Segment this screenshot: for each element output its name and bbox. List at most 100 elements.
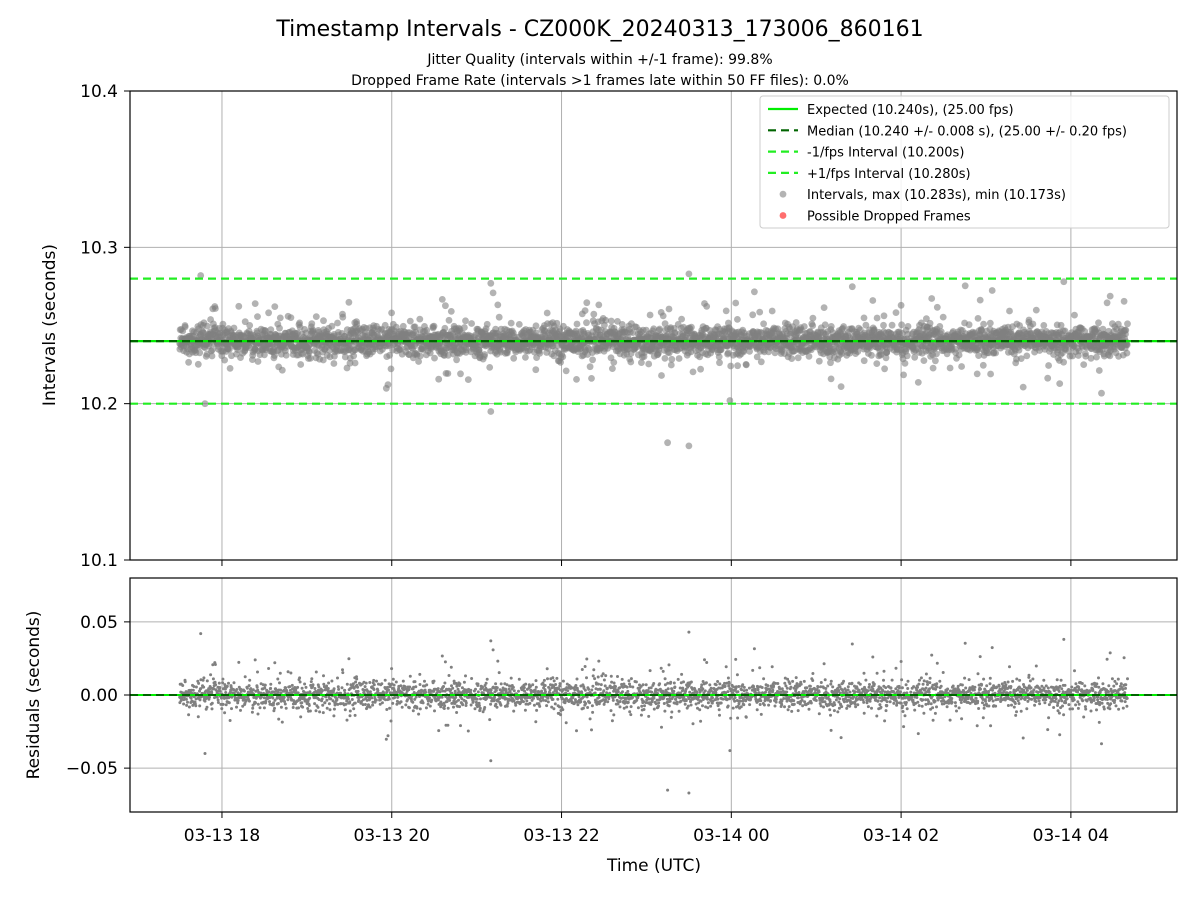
intervals-y-tick-label: 10.1 [80, 551, 118, 571]
interval-point [602, 316, 610, 324]
residual-point [251, 706, 255, 710]
residual-point [313, 687, 317, 690]
interval-point [656, 325, 663, 333]
residual-point [251, 688, 255, 692]
interval-point [988, 287, 996, 294]
residual-point [202, 676, 206, 680]
residual-point [566, 689, 570, 693]
interval-point [203, 322, 211, 330]
residual-point [598, 687, 602, 691]
residual-point [576, 703, 580, 707]
residual-point [590, 688, 594, 692]
residual-point [461, 703, 465, 707]
interval-point [1023, 352, 1031, 360]
interval-point [532, 322, 540, 330]
residual-point [309, 680, 313, 684]
interval-point [510, 354, 518, 362]
interval-point [610, 359, 618, 366]
residual-point [269, 682, 273, 686]
interval-point [586, 363, 594, 371]
residual-point [286, 670, 290, 674]
residual-point [273, 661, 277, 665]
residual-point [221, 677, 225, 681]
residual-point [590, 704, 594, 708]
intervals-y-tick-label: 10.4 [80, 82, 118, 102]
residual-point [243, 675, 247, 679]
residual-point [517, 677, 521, 681]
interval-point [1029, 320, 1037, 328]
interval-point [974, 315, 982, 322]
interval-point [881, 365, 888, 373]
interval-point [543, 309, 551, 317]
residual-point [184, 697, 188, 701]
residual-point [408, 685, 412, 689]
interval-point [194, 360, 202, 368]
residual-point [356, 685, 360, 689]
interval-point [888, 321, 896, 329]
interval-point [588, 375, 595, 382]
residual-point [585, 657, 589, 661]
residual-point [247, 684, 251, 688]
residual-point [227, 701, 231, 705]
residual-point [546, 696, 550, 700]
interval-point [980, 320, 987, 328]
interval-point [406, 317, 414, 325]
interval-point [438, 296, 446, 303]
interval-point [661, 355, 669, 362]
interval-point [664, 439, 671, 447]
interval-point [880, 312, 888, 320]
residual-point [314, 670, 318, 674]
interval-point [330, 360, 338, 367]
residual-point [522, 700, 525, 704]
interval-point [334, 319, 341, 327]
residual-point [297, 706, 300, 710]
residual-point [421, 701, 425, 705]
residual-point [532, 703, 536, 707]
residual-point [522, 686, 526, 690]
interval-point [848, 283, 856, 291]
residual-point [192, 685, 196, 688]
interval-point [869, 297, 877, 304]
interval-point [271, 303, 279, 310]
residual-point [352, 707, 356, 711]
residual-point [202, 685, 206, 689]
interval-point [462, 317, 469, 325]
residual-point [511, 685, 515, 689]
interval-point [230, 324, 238, 332]
residual-point [385, 708, 389, 711]
residual-point [280, 720, 284, 724]
residual-point [353, 701, 357, 705]
residual-point [283, 702, 287, 706]
interval-point [595, 301, 603, 309]
residual-point [415, 706, 419, 710]
residual-point [374, 698, 378, 702]
interval-point [987, 370, 994, 378]
interval-point [235, 302, 243, 310]
interval-point [794, 354, 802, 362]
interval-point [961, 282, 969, 290]
interval-point [840, 323, 847, 330]
residual-point [512, 689, 516, 693]
residual-point [475, 697, 479, 701]
residual-point [236, 699, 240, 702]
interval-point [860, 314, 868, 322]
residual-point [404, 703, 408, 707]
interval-point [181, 323, 189, 331]
residual-point [282, 695, 286, 699]
interval-point [339, 313, 347, 321]
interval-point [821, 321, 829, 329]
residual-point [314, 709, 318, 713]
interval-point [788, 355, 796, 362]
residual-point [593, 677, 597, 681]
residual-point [591, 710, 595, 714]
legend-marker-swatch [779, 212, 787, 219]
interval-point [590, 310, 598, 318]
interval-point [453, 356, 460, 364]
residual-point [584, 702, 588, 705]
residual-point [544, 690, 547, 694]
residual-point [551, 676, 555, 680]
residual-point [414, 685, 418, 689]
residual-point [579, 700, 583, 704]
interval-point [1123, 341, 1131, 349]
residual-point [289, 671, 293, 675]
